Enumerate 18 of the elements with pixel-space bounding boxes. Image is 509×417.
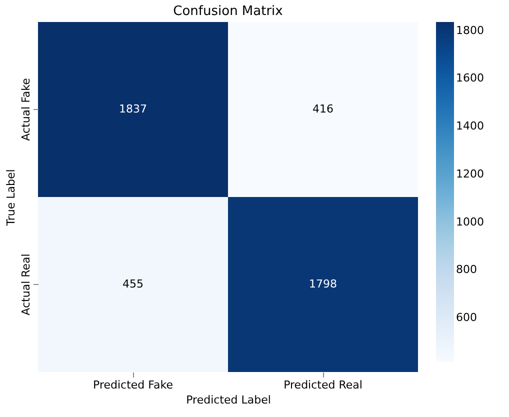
x-tick-label: Predicted Fake [93,378,174,392]
color-bar-label: 1400 [456,120,484,133]
color-bar-label: 1000 [456,215,484,228]
color-bar-label: 600 [456,310,477,324]
color-bar-label: 1600 [456,72,484,85]
x-tick-label: Predicted Real [284,378,362,392]
data-label: 1837 [119,102,147,116]
color-bar-label: 800 [456,263,477,276]
chart-title: Confusion Matrix [173,4,284,19]
x-axis-title: Predicted Label [186,394,271,406]
data-label: 1798 [309,278,337,290]
y-tick-label: Actual Real [20,254,32,316]
y-tick-label: Actual Fake [20,78,32,141]
color-bar-label: 1800 [456,24,484,37]
color-bar-label: 1200 [456,167,484,180]
data-label: 455 [122,278,144,290]
y-axis-title: True Label [4,169,18,227]
data-label: 416 [312,102,334,116]
